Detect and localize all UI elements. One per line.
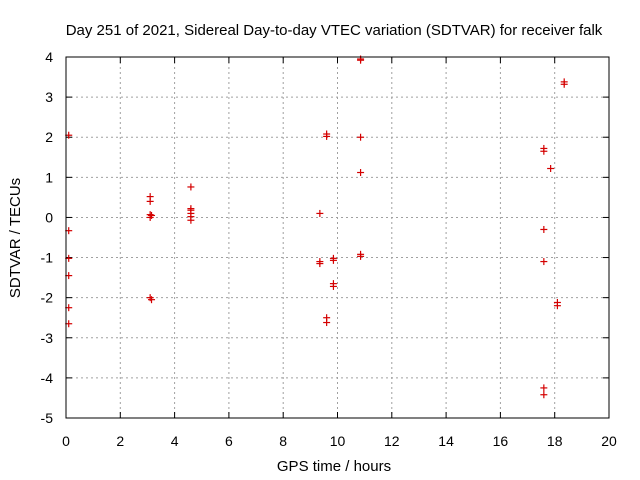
data-point — [148, 211, 156, 219]
data-point — [560, 80, 568, 88]
x-tick-label: 6 — [225, 433, 233, 449]
data-point — [316, 260, 324, 268]
y-tick-label: -4 — [41, 370, 54, 386]
plot-frame — [65, 56, 610, 419]
grid — [66, 57, 609, 418]
x-tick-label: 14 — [438, 433, 454, 449]
data-point — [329, 256, 337, 264]
data-point — [357, 169, 365, 177]
y-tick-label: -2 — [41, 290, 54, 306]
y-tick-label: -1 — [41, 250, 54, 266]
x-axis-label: GPS time / hours — [277, 458, 391, 475]
data-point — [187, 216, 195, 224]
data-point — [540, 391, 548, 399]
x-tick-label: 4 — [171, 433, 179, 449]
y-axis-label: SDTVAR / TECUs — [7, 178, 24, 298]
data-point — [146, 197, 154, 205]
y-tick-label: -5 — [41, 410, 54, 426]
x-tick-label: 8 — [279, 433, 287, 449]
chart-title: Day 251 of 2021, Sidereal Day-to-day VTE… — [66, 22, 603, 39]
data-point — [547, 165, 555, 173]
data-point — [323, 319, 331, 327]
y-tick-label: 1 — [45, 169, 53, 185]
x-tick-label: 16 — [493, 433, 509, 449]
y-tick-label: 0 — [45, 209, 53, 225]
x-tick-label: 10 — [330, 433, 346, 449]
data-point — [553, 302, 561, 310]
x-tick-label: 0 — [62, 433, 70, 449]
data-point — [540, 225, 548, 233]
data-point — [357, 56, 365, 64]
data-point — [316, 209, 324, 217]
y-tick-label: 2 — [45, 129, 53, 145]
data-points — [65, 55, 568, 399]
y-tick-label: -3 — [41, 330, 54, 346]
data-point — [357, 133, 365, 141]
y-tick-label: 4 — [45, 49, 53, 65]
data-point — [329, 282, 337, 290]
data-point — [540, 384, 548, 392]
x-tick-labels: 0 2 4 6 8 10 12 14 16 18 20 — [62, 433, 617, 449]
x-tick-label: 20 — [601, 433, 617, 449]
x-tick-label: 18 — [547, 433, 563, 449]
x-tick-label: 2 — [116, 433, 124, 449]
x-tick-label: 12 — [384, 433, 400, 449]
data-point — [540, 258, 548, 266]
data-point — [540, 147, 548, 155]
data-point — [357, 252, 365, 260]
data-point — [323, 132, 331, 140]
y-tick-labels: -5 -4 -3 -2 -1 0 1 2 3 4 — [41, 49, 54, 426]
y-tick-label: 3 — [45, 89, 53, 105]
data-point — [187, 183, 195, 191]
data-point — [148, 296, 156, 304]
